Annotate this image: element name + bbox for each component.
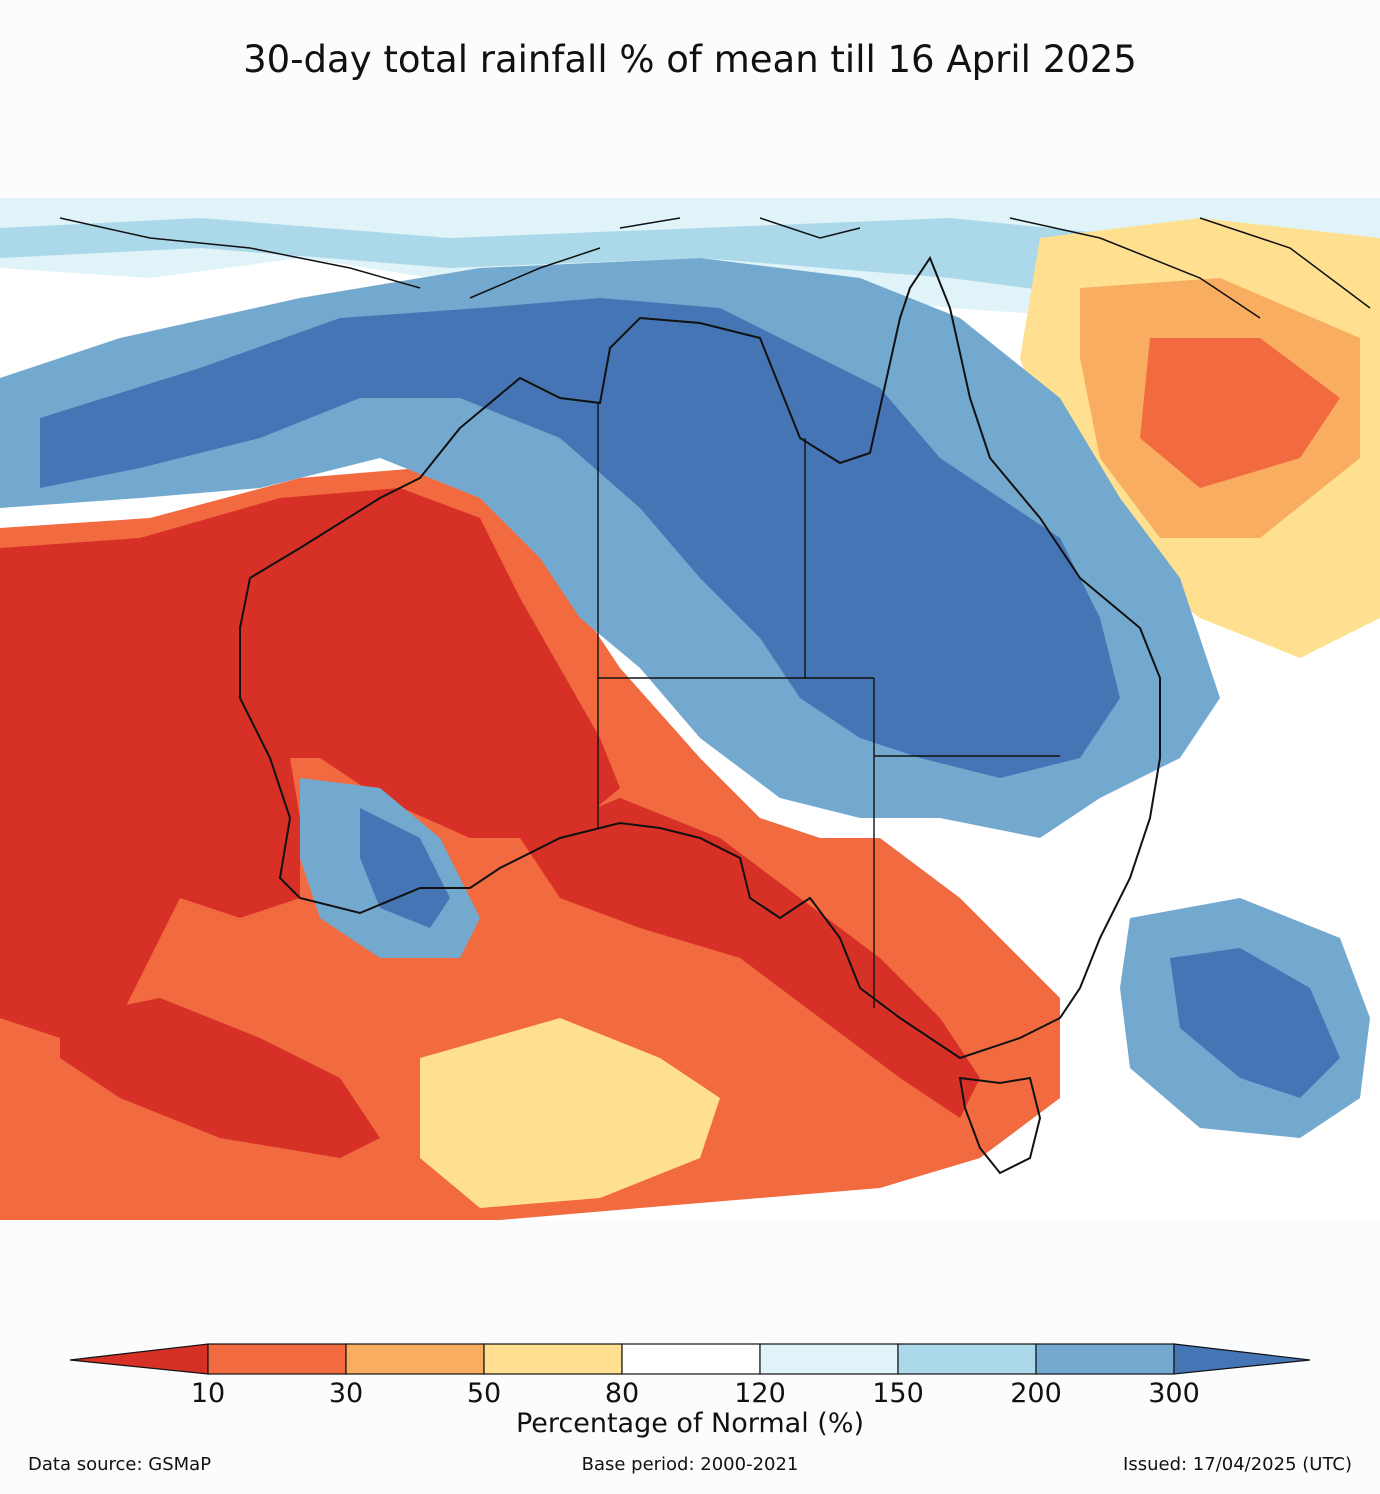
cb-segment-gt300	[1173, 1343, 1311, 1375]
coastline	[239, 255, 1161, 1060]
issued-date: Issued: 17/04/2025 (UTC)	[1123, 1454, 1352, 1475]
zone-north-darkblue	[40, 298, 1120, 778]
northern-islands	[59, 217, 1371, 319]
cb-tick-120: 120	[734, 1378, 786, 1409]
zone-se-darkblue	[1170, 948, 1340, 1098]
state-borders	[597, 403, 1060, 1008]
cb-tick-30: 30	[328, 1378, 364, 1409]
map-title: 30-day total rainfall % of mean till 16 …	[243, 38, 1137, 81]
cb-segment-150-200	[897, 1343, 1037, 1375]
data-source: Data source: GSMaP	[28, 1454, 212, 1475]
zone-southwest-red	[60, 998, 380, 1158]
cb-tick-80: 80	[604, 1378, 640, 1409]
cb-segment-120-150	[759, 1343, 899, 1375]
cb-tick-10: 10	[190, 1378, 226, 1409]
cb-segment-200-300	[1035, 1343, 1175, 1375]
colorbar-label: Percentage of Normal (%)	[515, 1408, 865, 1439]
cb-segment-lt10	[69, 1343, 209, 1375]
cb-tick-200: 200	[1010, 1378, 1062, 1409]
zone-red-ne	[1140, 338, 1340, 488]
cb-tick-50: 50	[466, 1378, 502, 1409]
zone-yellow-south	[420, 1018, 720, 1208]
cb-segment-10-30	[207, 1343, 347, 1375]
cb-tick-300: 300	[1148, 1378, 1200, 1409]
rainfall-map-canvas	[0, 198, 1380, 1220]
cb-segment-50-80	[483, 1343, 623, 1375]
cb-segment-80-120	[621, 1343, 761, 1375]
colorbar	[69, 1343, 1311, 1375]
rainfall-map	[0, 198, 1380, 1220]
zone-west-red	[0, 488, 620, 1038]
zone-south-red	[520, 798, 980, 1118]
cb-tick-150: 150	[872, 1378, 924, 1409]
tasmania	[958, 1076, 1042, 1175]
cb-segment-30-50	[345, 1343, 485, 1375]
zone-sw-darkblue	[360, 808, 450, 928]
base-period: Base period: 2000-2021	[581, 1454, 799, 1475]
